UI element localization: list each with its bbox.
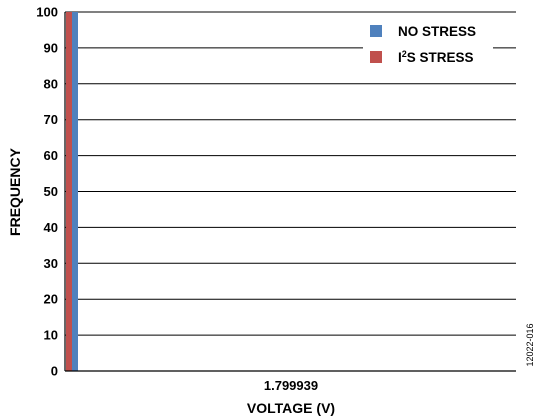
gridlines bbox=[65, 11, 516, 336]
x-tick-label: 1.799939 bbox=[264, 378, 318, 393]
y-tick-label-30: 30 bbox=[44, 256, 58, 271]
y-tick-labels: 0 10 20 30 40 50 60 70 80 90 100 bbox=[36, 5, 58, 379]
y-tick-label-20: 20 bbox=[44, 292, 58, 307]
bars bbox=[66, 12, 78, 371]
legend-background bbox=[363, 16, 493, 72]
y-tick-label-90: 90 bbox=[44, 40, 58, 55]
y-tick-label-80: 80 bbox=[44, 76, 58, 91]
legend-swatch-i2s-stress bbox=[370, 51, 382, 63]
legend-label-no-stress: NO STRESS bbox=[398, 24, 476, 39]
legend-swatch-no-stress bbox=[370, 25, 382, 37]
y-tick-label-40: 40 bbox=[44, 220, 58, 235]
y-tick-label-50: 50 bbox=[44, 184, 58, 199]
y-tick-label-100: 100 bbox=[36, 5, 58, 20]
figure-id: 12022-016 bbox=[525, 323, 535, 366]
y-tick-label-0: 0 bbox=[51, 364, 58, 379]
y-axis-title: FREQUENCY bbox=[7, 147, 23, 236]
x-axis-title: VOLTAGE (V) bbox=[247, 400, 335, 416]
y-tick-label-70: 70 bbox=[44, 112, 58, 127]
legend: NO STRESS I2S STRESS bbox=[363, 16, 493, 72]
legend-label-i2s-stress: I2S STRESS bbox=[398, 49, 474, 65]
y-tick-label-10: 10 bbox=[44, 328, 58, 343]
y-tick-label-60: 60 bbox=[44, 148, 58, 163]
bar-no-stress bbox=[72, 12, 78, 371]
bar-i-s-stress bbox=[66, 12, 72, 371]
